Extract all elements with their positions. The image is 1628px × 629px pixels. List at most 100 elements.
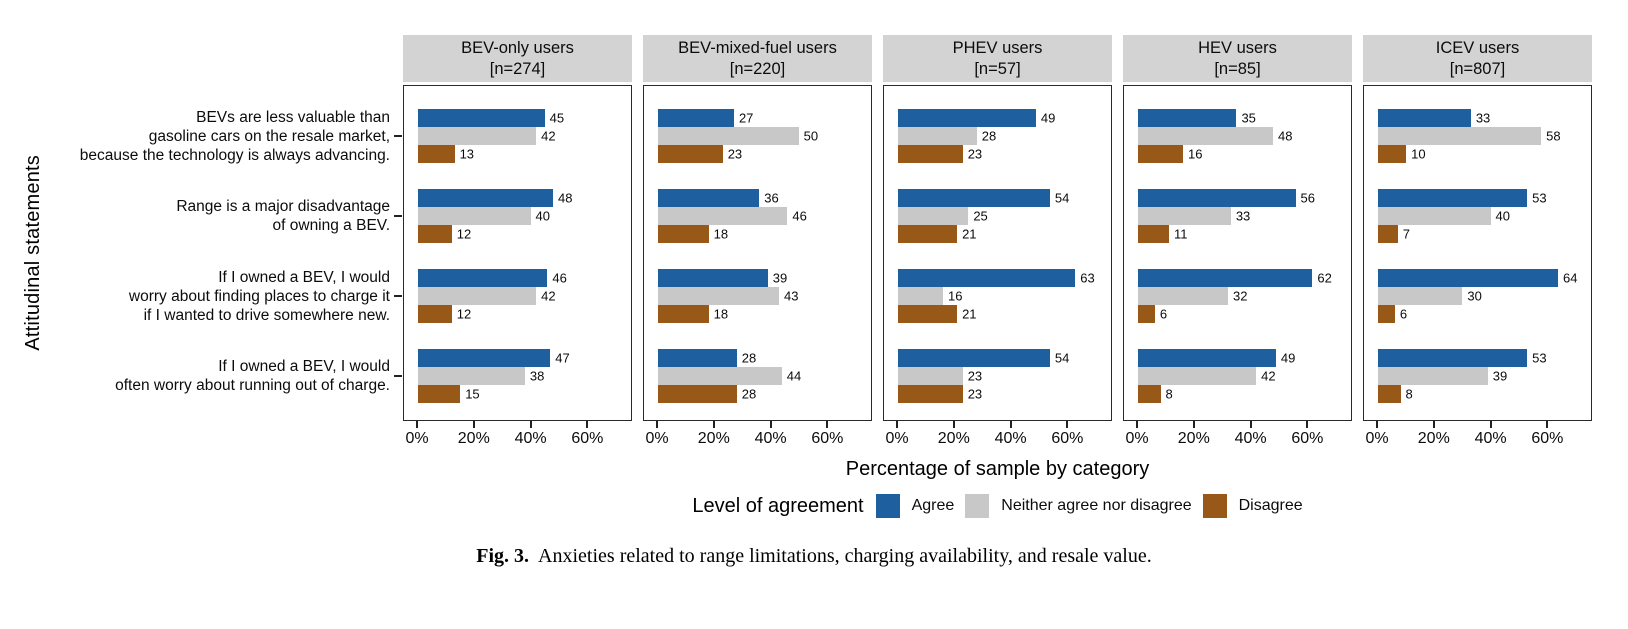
legend: Level of agreement Agree Neither agree no… (403, 494, 1592, 518)
x-axis-tick-label: 20% (697, 430, 730, 447)
bar-value-label: 42 (541, 288, 556, 304)
bar-value-label: 36 (764, 190, 779, 206)
y-axis-tick (394, 375, 402, 377)
bar-group: 39 43 18 (644, 256, 871, 336)
bar-value-label: 33 (1475, 110, 1491, 126)
bar-neither-agree-nor-disagree: 42 (1138, 367, 1276, 385)
facet-strip: PHEV users [n=57] (883, 35, 1112, 82)
bar-value-label: 49 (1040, 110, 1056, 126)
facet-title: BEV-mixed-fuel users (678, 38, 837, 57)
bar-value-label: 25 (973, 208, 988, 224)
bar-neither-agree-nor-disagree: 43 (658, 287, 798, 305)
x-axis-title-row: Percentage of sample by category (403, 458, 1592, 481)
bar-disagree: 12 (418, 305, 471, 323)
bar-disagree: 11 (1138, 225, 1187, 243)
bar-value-label: 50 (803, 128, 819, 144)
bar-group: 47 38 15 (404, 336, 631, 416)
bar-group: 33 58 10 (1364, 96, 1591, 176)
bar-group: 63 16 21 (884, 256, 1111, 336)
bar-agree: 47 (418, 349, 570, 367)
bar-agree: 27 (658, 109, 753, 127)
bar-agree: 54 (898, 189, 1069, 207)
x-axis: 0% 20% 40% 60% (1365, 421, 1590, 457)
bar-value-label: 15 (465, 386, 480, 402)
bar-value-label: 11 (1173, 226, 1188, 242)
bar-agree: 39 (658, 269, 787, 287)
facet-panel: HEV users [n=85] 35 48 16 56 33 11 62 32 6 49 42 8 0% 2… (1123, 35, 1352, 457)
bar-disagree: 8 (1138, 385, 1173, 403)
facet-strip: BEV-mixed-fuel users [n=220] (643, 35, 872, 82)
bar-agree: 28 (658, 349, 756, 367)
bar-neither-agree-nor-disagree: 42 (418, 127, 556, 145)
bar-value-label: 46 (792, 208, 807, 224)
bar-value-label: 48 (1278, 128, 1293, 144)
bar-agree: 46 (418, 269, 567, 287)
x-axis-tick (472, 421, 475, 428)
y-axis-title-column: Attitudinal statements (15, 35, 51, 421)
x-axis-tick (529, 421, 532, 428)
x-axis-tick-label: 60% (811, 430, 844, 447)
bar-value-label: 28 (741, 350, 757, 366)
bar-value-label: 39 (772, 270, 788, 286)
bar-value-label: 39 (1492, 368, 1508, 384)
facet-n-label: [n=85] (1214, 59, 1261, 78)
bar-disagree: 15 (418, 385, 480, 403)
bar-value-label: 28 (741, 386, 757, 402)
bar-neither-agree-nor-disagree: 40 (418, 207, 550, 225)
x-axis-tick-label: 0% (1365, 430, 1389, 447)
x-axis-tick-label: 40% (1474, 430, 1507, 447)
x-axis-tick (712, 421, 715, 428)
legend-items: Agree Neither agree nor disagree Disagree (875, 494, 1303, 518)
bar-value-label: 54 (1054, 190, 1070, 206)
bar-value-label: 63 (1080, 270, 1095, 286)
bar-agree: 33 (1378, 109, 1490, 127)
x-axis-tick (1489, 421, 1492, 428)
bar-group: 53 39 8 (1364, 336, 1591, 416)
bar-neither-agree-nor-disagree: 28 (898, 127, 996, 145)
statements-axis: BEVs are less valuable than gasoline cars… (51, 35, 403, 457)
facet-strip: BEV-only users [n=274] (403, 35, 632, 82)
bar-value-label: 23 (967, 368, 983, 384)
bar-value-label: 28 (981, 128, 997, 144)
bar-agree: 53 (1378, 189, 1547, 207)
bar-value-label: 38 (529, 368, 545, 384)
bar-value-label: 18 (713, 306, 729, 322)
bar-neither-agree-nor-disagree: 39 (1378, 367, 1507, 385)
bar-neither-agree-nor-disagree: 42 (418, 287, 556, 305)
facet-title: ICEV users (1435, 38, 1520, 57)
x-axis-tick (416, 421, 418, 428)
bar-neither-agree-nor-disagree: 44 (658, 367, 801, 385)
bar-disagree: 13 (418, 145, 474, 163)
x-axis: 0% 20% 40% 60% (405, 421, 630, 457)
bar-agree: 49 (1138, 349, 1295, 367)
bar-agree: 49 (898, 109, 1055, 127)
bar-value-label: 56 (1300, 190, 1315, 206)
bar-group: 35 48 16 (1124, 96, 1351, 176)
bar-value-label: 40 (1495, 208, 1510, 224)
bar-value-label: 53 (1532, 350, 1547, 366)
bar-value-label: 46 (552, 270, 567, 286)
bar-value-label: 8 (1405, 386, 1413, 402)
y-axis-title: Attitudinal statements (21, 155, 44, 351)
bar-disagree: 6 (1378, 305, 1407, 323)
bar-value-label: 48 (558, 190, 573, 206)
bar-value-label: 6 (1399, 306, 1408, 322)
bar-group: 48 40 12 (404, 176, 631, 256)
x-axis-tick (1009, 421, 1012, 428)
bar-neither-agree-nor-disagree: 16 (898, 287, 962, 305)
bar-neither-agree-nor-disagree: 48 (1138, 127, 1293, 145)
bar-value-label: 30 (1467, 288, 1482, 304)
bar-agree: 36 (658, 189, 779, 207)
bar-value-label: 47 (555, 350, 570, 366)
x-axis-tick-label: 20% (1177, 430, 1210, 447)
legend-swatch-disagree (1202, 494, 1227, 518)
x-axis-tick (896, 421, 898, 428)
x-axis-tick-label: 60% (1051, 430, 1084, 447)
bar-value-label: 42 (1261, 368, 1276, 384)
y-axis-tick (394, 295, 402, 297)
bar-neither-agree-nor-disagree: 23 (898, 367, 982, 385)
bar-value-label: 45 (549, 110, 565, 126)
bar-disagree: 23 (658, 145, 742, 163)
bar-neither-agree-nor-disagree: 32 (1138, 287, 1247, 305)
x-axis-tick (1136, 421, 1138, 428)
